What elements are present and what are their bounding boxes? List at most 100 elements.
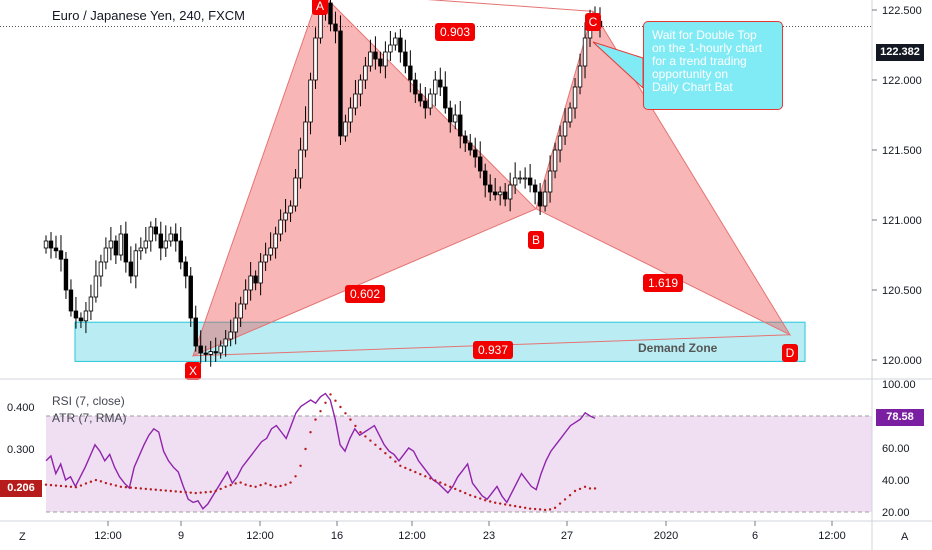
rsi-tick-label: 60.00 <box>882 443 910 455</box>
atr-legend[interactable]: ATR (7, RMA) <box>52 411 127 425</box>
atr-dot <box>59 484 63 488</box>
candle-body <box>243 289 248 305</box>
atr-tick-label: 0.400 <box>7 402 35 414</box>
atr-dot <box>199 491 202 494</box>
candle-body <box>582 37 588 67</box>
rsi-legend[interactable]: RSI (7, close) <box>52 394 125 408</box>
atr-dot <box>104 481 108 485</box>
candle-body <box>557 135 563 151</box>
pattern-bcd-triangle <box>535 10 792 337</box>
candle-body <box>547 170 553 193</box>
timezone-button[interactable]: Z <box>19 531 26 543</box>
atr-dot <box>64 485 68 488</box>
candle-body <box>512 177 518 186</box>
candle-body <box>93 275 99 298</box>
point-label-C: C <box>589 15 598 29</box>
candle-body <box>517 177 523 180</box>
candle-body <box>58 250 64 260</box>
atr-dot <box>469 494 472 497</box>
atr-dot <box>324 401 327 404</box>
atr-dot <box>543 508 547 512</box>
atr-dot <box>289 481 292 484</box>
candle-body <box>168 233 173 242</box>
candle-body <box>483 170 488 186</box>
candle-body <box>73 310 79 319</box>
candle-body <box>213 351 218 354</box>
atr-dot <box>533 507 537 511</box>
candle-body <box>118 233 124 256</box>
atr-dot <box>474 495 477 499</box>
atr-dot <box>214 489 217 493</box>
atr-dot <box>184 491 187 494</box>
auto-scale-button[interactable]: A <box>901 531 909 543</box>
indicator-pane <box>44 392 872 513</box>
price-pane: Demand Zone 0.903 0.602 1.619 0.937 X A B C D <box>0 0 872 380</box>
point-label-bg <box>312 0 328 15</box>
candle-body <box>128 261 134 277</box>
atr-dot <box>94 478 98 482</box>
atr-dot <box>464 491 467 495</box>
candle-body <box>532 184 538 193</box>
candle-body <box>497 191 503 196</box>
candle-body <box>448 107 453 123</box>
candle-body <box>123 233 129 263</box>
candle-body <box>223 338 228 347</box>
ratio-label-bg <box>643 274 683 292</box>
atr-dot <box>309 431 312 434</box>
candle-body <box>63 258 69 291</box>
time-tick-label: 12:00 <box>246 530 274 542</box>
pattern-xab-triangle <box>192 0 537 357</box>
candle-body <box>358 79 363 95</box>
atr-dot <box>359 431 362 434</box>
atr-dot <box>259 483 262 487</box>
atr-dot <box>484 499 487 502</box>
candle-body <box>403 51 408 67</box>
atr-dot <box>538 508 542 511</box>
candle-body <box>78 317 84 322</box>
candle-body <box>298 149 303 179</box>
price-tick-label: 121.500 <box>882 145 922 157</box>
candle-body <box>183 261 188 277</box>
candle-body <box>313 37 318 81</box>
atr-dot <box>528 507 532 510</box>
candle-body <box>233 317 238 333</box>
atr-dot <box>334 399 337 402</box>
point-label-D: D <box>786 346 795 360</box>
atr-dot <box>119 485 123 488</box>
rsi-value-tag: 78.58 <box>876 409 924 426</box>
price-tick-label: 120.500 <box>882 285 922 297</box>
time-tick-label: 6 <box>752 530 758 542</box>
atr-dot <box>74 486 78 489</box>
candle-body <box>188 275 193 319</box>
price-tick-label: 121.000 <box>882 215 922 227</box>
candle-body <box>487 184 493 193</box>
candle-body <box>163 240 168 249</box>
atr-dot <box>429 477 432 480</box>
atr-dot <box>139 487 143 490</box>
candle-body <box>522 177 528 180</box>
candle-body <box>103 247 109 263</box>
atr-dot <box>503 503 507 506</box>
candle-body <box>263 254 268 263</box>
atr-dot <box>459 489 462 493</box>
candle-body <box>138 247 144 252</box>
ratio-label-text: 0.937 <box>478 343 508 357</box>
candle-body <box>373 51 378 60</box>
atr-dot <box>553 506 557 509</box>
candle-body <box>398 37 403 53</box>
callout-note[interactable]: Wait for Double Top on the 1-hourly char… <box>643 21 783 110</box>
candle-body <box>383 51 388 67</box>
candle-body <box>153 226 159 235</box>
atr-dot <box>269 483 272 487</box>
candle-body <box>363 65 368 81</box>
atr-dot <box>204 491 207 494</box>
atr-dot <box>548 508 552 511</box>
candle-body <box>268 247 273 256</box>
atr-dot <box>189 491 192 494</box>
atr-dot <box>558 502 562 505</box>
candle-body <box>98 261 104 277</box>
candle-body <box>572 86 578 109</box>
atr-dot <box>194 491 197 495</box>
atr-dot <box>583 485 587 488</box>
